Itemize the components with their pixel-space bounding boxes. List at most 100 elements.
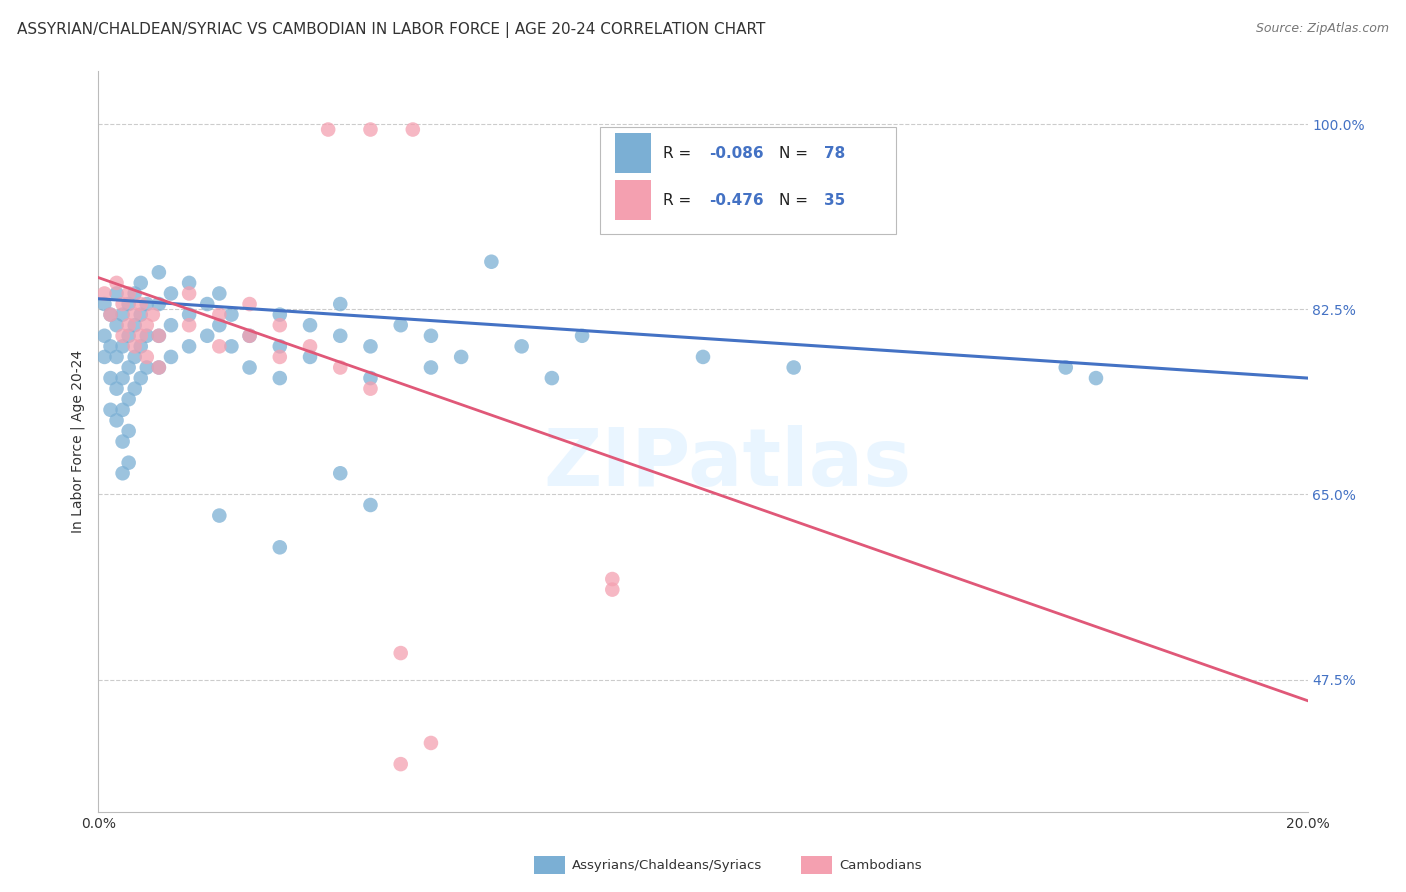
Point (118, 392, 141, 407)
Point (148, 328, 170, 343)
Point (129, 339, 152, 353)
Point (329, 467, 352, 481)
Point (118, 360, 141, 375)
Point (93, 350, 115, 364)
Point (105, 413, 128, 427)
Point (481, 254, 503, 268)
Point (93, 297, 115, 311)
Point (420, 360, 443, 375)
Point (124, 382, 146, 396)
Point (118, 424, 141, 438)
Point (360, 382, 382, 396)
Point (420, 736, 443, 750)
Point (510, 339, 533, 353)
Text: N =: N = (779, 193, 813, 208)
Point (269, 308, 291, 322)
Point (360, 122, 382, 136)
Text: 35: 35 (824, 193, 845, 208)
Point (111, 308, 134, 322)
Point (571, 328, 593, 343)
Point (124, 286, 146, 301)
Point (360, 498, 382, 512)
Point (105, 318, 128, 333)
Point (118, 328, 141, 343)
Point (118, 297, 141, 311)
Point (269, 318, 291, 333)
Point (316, 122, 339, 136)
Text: -0.086: -0.086 (709, 145, 763, 161)
Point (93, 286, 115, 301)
Point (129, 371, 152, 385)
Point (420, 328, 443, 343)
Point (160, 318, 183, 333)
Point (329, 328, 352, 343)
Point (160, 350, 183, 364)
Point (118, 286, 141, 301)
Point (208, 308, 231, 322)
Point (124, 318, 146, 333)
Point (540, 371, 562, 385)
Point (329, 360, 352, 375)
Point (111, 467, 134, 481)
Point (179, 276, 201, 290)
Point (1054, 360, 1077, 375)
Point (179, 339, 201, 353)
Point (105, 286, 128, 301)
Point (105, 350, 128, 364)
Point (148, 360, 170, 375)
Point (195, 328, 218, 343)
Point (100, 308, 122, 322)
Point (602, 572, 624, 586)
Point (118, 318, 141, 333)
Point (124, 308, 146, 322)
Text: Source: ZipAtlas.com: Source: ZipAtlas.com (1256, 22, 1389, 36)
Text: R =: R = (664, 145, 696, 161)
Point (239, 328, 262, 343)
Point (135, 360, 157, 375)
Point (239, 328, 262, 343)
Point (208, 339, 231, 353)
Point (93, 328, 115, 343)
Point (124, 350, 146, 364)
Point (100, 339, 122, 353)
Point (160, 286, 183, 301)
Point (148, 328, 170, 343)
Point (129, 276, 152, 290)
Point (129, 328, 152, 343)
Point (111, 371, 134, 385)
Point (269, 350, 291, 364)
Point (179, 318, 201, 333)
Y-axis label: In Labor Force | Age 20-24: In Labor Force | Age 20-24 (70, 350, 86, 533)
FancyBboxPatch shape (600, 127, 897, 235)
Point (100, 402, 122, 417)
Point (148, 297, 170, 311)
Point (269, 371, 291, 385)
Point (360, 339, 382, 353)
Text: Cambodians: Cambodians (839, 859, 922, 871)
Point (450, 350, 472, 364)
Point (111, 339, 134, 353)
Point (195, 297, 218, 311)
Point (221, 308, 243, 322)
Point (135, 297, 157, 311)
Point (135, 350, 157, 364)
Point (135, 328, 157, 343)
Point (111, 297, 134, 311)
Point (221, 339, 243, 353)
Point (135, 318, 157, 333)
Point (389, 318, 412, 333)
Point (239, 297, 262, 311)
Point (179, 308, 201, 322)
Text: Assyrians/Chaldeans/Syriacs: Assyrians/Chaldeans/Syriacs (572, 859, 762, 871)
Point (389, 646, 412, 660)
Point (269, 541, 291, 555)
Point (360, 371, 382, 385)
Point (118, 456, 141, 470)
Point (105, 382, 128, 396)
Point (692, 350, 714, 364)
Point (179, 286, 201, 301)
Point (148, 360, 170, 375)
Point (602, 582, 624, 597)
Point (239, 360, 262, 375)
Text: ASSYRIAN/CHALDEAN/SYRIAC VS CAMBODIAN IN LABOR FORCE | AGE 20-24 CORRELATION CHA: ASSYRIAN/CHALDEAN/SYRIAC VS CAMBODIAN IN… (17, 22, 765, 38)
